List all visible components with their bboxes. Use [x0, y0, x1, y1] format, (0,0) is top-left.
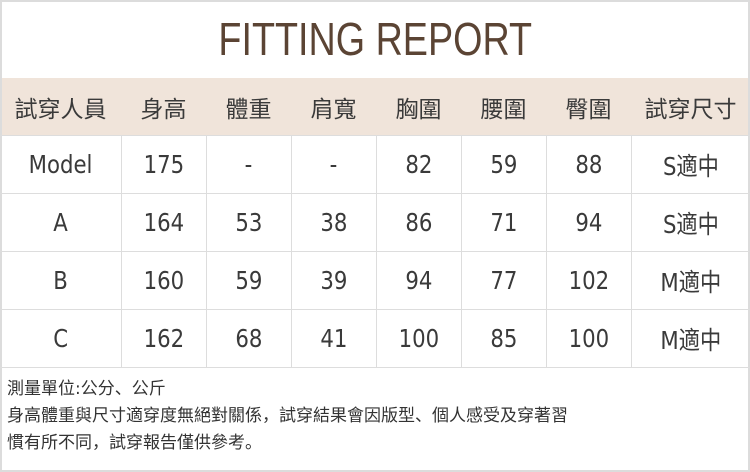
table-cell: S適中: [630, 135, 750, 194]
report-title: FITTING REPORT: [218, 13, 532, 65]
table-cell: M適中: [630, 251, 750, 310]
table-row: C 162 68 41 100 85 100 M適中: [0, 309, 750, 368]
cell-value: 59: [489, 150, 518, 179]
cell-value: 88: [574, 150, 603, 179]
table-cell: C: [0, 309, 122, 368]
table-cell: S適中: [630, 193, 750, 252]
cell-value: 160: [143, 266, 184, 295]
cell-value: 71: [489, 208, 518, 237]
table-cell: -: [290, 135, 377, 194]
table-row: B 160 59 39 94 77 102 M適中: [0, 251, 750, 310]
cell-value: M適中: [660, 267, 722, 297]
note-disclaimer-2: 慣有所不同，試穿報告僅供參考。: [7, 433, 262, 453]
cell-value: 82: [404, 150, 433, 179]
header-band: [2, 78, 748, 135]
column-header: 體重: [225, 96, 272, 123]
table-cell: Model: [0, 135, 122, 194]
column-header: 胸圍: [395, 96, 442, 123]
table-row: Model 175 - - 82 59 88 S適中: [0, 135, 750, 194]
cell-value: 77: [489, 266, 518, 295]
table-cell: -: [205, 135, 292, 194]
table-cell: 85: [460, 309, 547, 368]
table-cell: 164: [120, 193, 207, 252]
table-header-row: 試穿人員 身高 體重 肩寬 胸圍 腰圍 臀圍 試穿尺寸: [0, 78, 750, 136]
cell-value: 86: [404, 208, 433, 237]
table-cell: 100: [545, 309, 632, 368]
cell-value: M適中: [660, 325, 722, 355]
column-header: 肩寬: [310, 96, 357, 123]
cell-value: A: [52, 208, 68, 237]
table-cell: 102: [545, 251, 632, 310]
cell-value: S適中: [662, 209, 719, 239]
table-cell: 59: [205, 251, 292, 310]
table-cell: A: [0, 193, 122, 252]
column-header: 試穿尺寸: [644, 96, 737, 123]
cell-value: C: [52, 324, 68, 353]
cell-value: Model: [28, 150, 93, 179]
table-cell: 175: [120, 135, 207, 194]
table-cell: 71: [460, 193, 547, 252]
cell-value: 94: [574, 208, 603, 237]
cell-value: 164: [143, 208, 184, 237]
table-cell: 53: [205, 193, 292, 252]
table-row: A 164 53 38 86 71 94 S適中: [0, 193, 750, 252]
column-header: 腰圍: [480, 96, 527, 123]
cell-value: 85: [489, 324, 518, 353]
note-unit: 測量單位:公分、公斤: [7, 379, 166, 399]
table-cell: 100: [375, 309, 462, 368]
column-header: 身高: [140, 96, 187, 123]
table-cell: 160: [120, 251, 207, 310]
cell-value: 162: [143, 324, 184, 353]
table-cell: 77: [460, 251, 547, 310]
table-cell: M適中: [630, 309, 750, 368]
table-cell: 86: [375, 193, 462, 252]
cell-value: 39: [319, 266, 348, 295]
notes: 測量單位:公分、公斤 身高體重與尺寸適穿度無絕對關係，試穿結果會因版型、個人感受…: [7, 376, 568, 457]
note-disclaimer-1: 身高體重與尺寸適穿度無絕對關係，試穿結果會因版型、個人感受及穿著習: [7, 406, 568, 426]
table-cell: 82: [375, 135, 462, 194]
cell-value: 53: [234, 208, 263, 237]
table-cell: 39: [290, 251, 377, 310]
table-cell: 68: [205, 309, 292, 368]
table-cell: B: [0, 251, 122, 310]
table-cell: 88: [545, 135, 632, 194]
table-cell: 59: [460, 135, 547, 194]
table-cell: 94: [545, 193, 632, 252]
cell-value: 68: [234, 324, 263, 353]
column-header: 臀圍: [565, 96, 612, 123]
cell-value: 59: [234, 266, 263, 295]
cell-value: 175: [143, 150, 184, 179]
cell-value: 102: [568, 266, 609, 295]
column-header: 試穿人員: [14, 96, 107, 123]
cell-value: 41: [319, 324, 348, 353]
table-cell: 94: [375, 251, 462, 310]
cell-value: 38: [319, 208, 348, 237]
table-cell: 38: [290, 193, 377, 252]
table-cell: 41: [290, 309, 377, 368]
cell-value: 100: [568, 324, 609, 353]
cell-value: -: [329, 150, 338, 179]
cell-value: B: [52, 266, 68, 295]
table-cell: 162: [120, 309, 207, 368]
cell-value: 100: [398, 324, 439, 353]
fitting-table: 試穿人員 身高 體重 肩寬 胸圍 腰圍 臀圍 試穿尺寸 Model 175 - - 82 59 88 S適中…: [0, 78, 750, 368]
cell-value: S適中: [662, 151, 719, 181]
cell-value: 94: [404, 266, 433, 295]
report-title-area: FITTING REPORT: [0, 0, 750, 78]
cell-value: -: [244, 150, 253, 179]
